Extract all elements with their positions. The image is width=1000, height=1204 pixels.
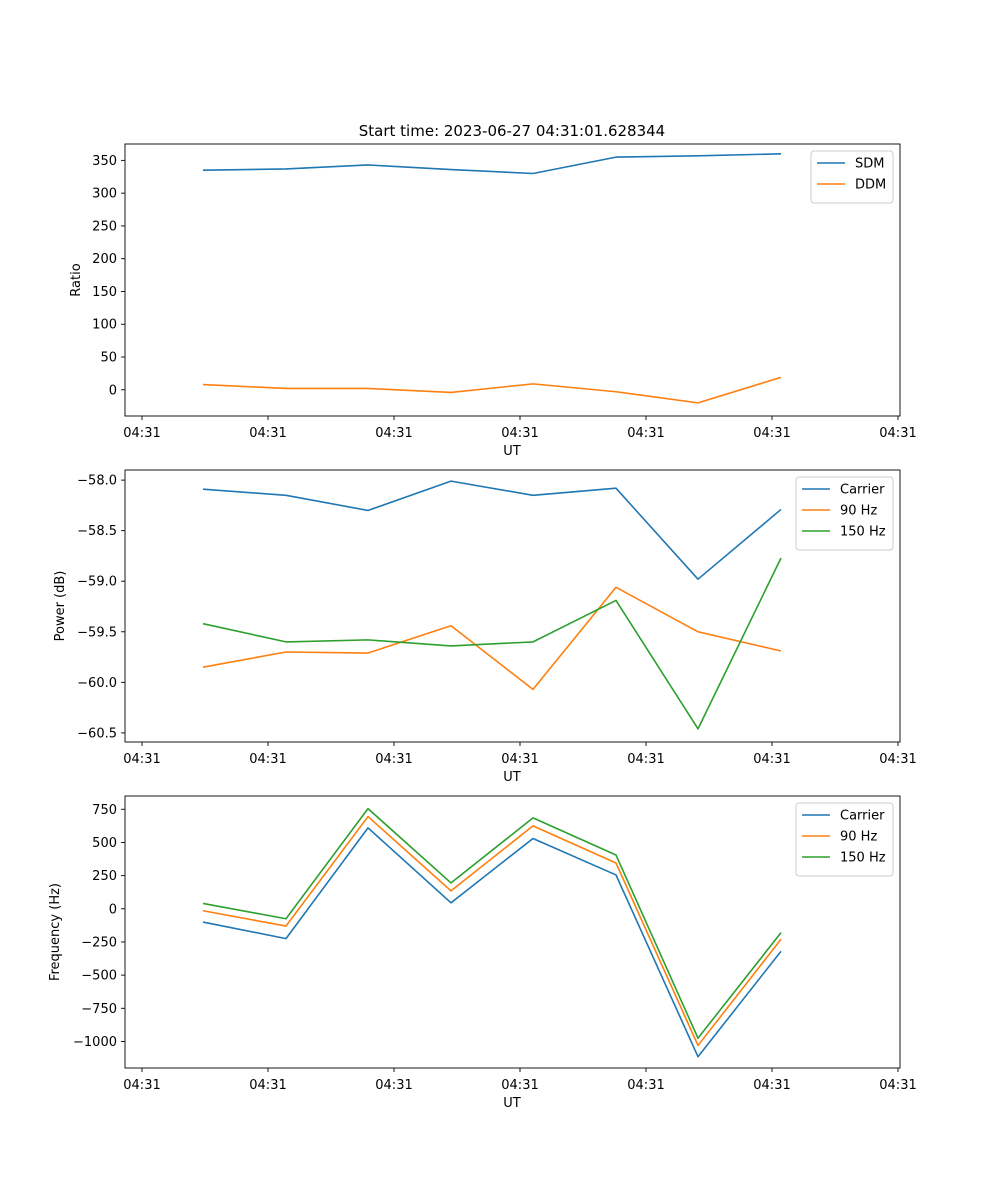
x-tick-label: 04:31	[879, 752, 916, 767]
x-tick-label: 04:31	[627, 752, 664, 767]
panel-1: 0 50 100 150 200 250 300 350 04:31 04:31 04:31 04:3…	[69, 143, 917, 459]
x-tick-label: 04:31	[249, 426, 286, 441]
y-tick-label: 300	[92, 187, 117, 202]
series-line-90-hz	[202, 586, 782, 691]
y-tick-label: 0	[109, 383, 117, 398]
legend: Carrier 90 Hz 150 Hz	[795, 802, 894, 877]
y-tick-label: −58.0	[77, 474, 117, 489]
axes-frame	[124, 795, 901, 1069]
x-tick-label: 04:31	[375, 426, 412, 441]
y-tick-label: −750	[81, 1002, 117, 1017]
x-tick-label: 04:31	[375, 1078, 412, 1093]
x-tick-label: 04:31	[249, 752, 286, 767]
series-line-150-hz	[202, 807, 782, 1039]
y-axis-label: Power (dB)	[53, 571, 68, 642]
x-axis-label: UT	[503, 1096, 521, 1111]
legend-entry-label: SDM	[855, 157, 884, 172]
y-tick-label: 500	[92, 836, 117, 851]
legend-entry-label: DDM	[855, 178, 886, 193]
axes-frame	[124, 469, 901, 743]
legend-entry-label: 150 Hz	[840, 851, 886, 866]
y-tick-label: 750	[92, 803, 117, 818]
panel-3: −1000 −750 −500 −250 0 250 500 750 04:31 04:31 04:…	[48, 795, 917, 1111]
x-tick-label: 04:31	[375, 752, 412, 767]
y-axis-label: Ratio	[69, 263, 84, 296]
x-tick-label: 04:31	[123, 426, 160, 441]
x-tick-label: 04:31	[879, 426, 916, 441]
x-tick-label: 04:31	[753, 752, 790, 767]
y-tick-label: −500	[81, 969, 117, 984]
legend-entry-label: Carrier	[840, 483, 885, 498]
legend-entry-label: 150 Hz	[840, 525, 886, 540]
series-line-90-hz	[202, 815, 782, 1047]
y-tick-label: −250	[81, 935, 117, 950]
x-tick-label: 04:31	[501, 752, 538, 767]
y-tick-label: −60.5	[77, 726, 117, 741]
legend-entry-label: 90 Hz	[840, 830, 877, 845]
y-tick-label: 250	[92, 219, 117, 234]
y-tick-label: −59.0	[77, 575, 117, 590]
x-tick-label: 04:31	[501, 1078, 538, 1093]
y-tick-label: 350	[92, 154, 117, 169]
legend: SDM DDM	[810, 150, 894, 204]
y-tick-label: −58.5	[77, 524, 117, 539]
x-tick-label: 04:31	[879, 1078, 916, 1093]
series-line-150-hz	[202, 557, 782, 730]
y-tick-label: −59.5	[77, 625, 117, 640]
legend-box	[810, 150, 894, 204]
x-tick-label: 04:31	[501, 426, 538, 441]
x-tick-label: 04:31	[123, 1078, 160, 1093]
y-axis-label: Frequency (Hz)	[48, 883, 63, 981]
y-tick-label: 200	[92, 252, 117, 267]
y-tick-label: −1000	[73, 1035, 117, 1050]
x-tick-label: 04:31	[627, 426, 664, 441]
legend-entry-label: Carrier	[840, 809, 885, 824]
y-tick-label: 150	[92, 285, 117, 300]
series-line-sdm	[202, 153, 782, 175]
x-tick-label: 04:31	[249, 1078, 286, 1093]
axes-frame	[124, 143, 901, 417]
series-line-ddm	[202, 376, 782, 404]
series-line-carrier	[202, 827, 782, 1058]
y-tick-label: −60.0	[77, 676, 117, 691]
x-axis-label: UT	[503, 444, 521, 459]
y-tick-label: 250	[92, 869, 117, 884]
x-tick-label: 04:31	[627, 1078, 664, 1093]
legend-entry-label: 90 Hz	[840, 504, 877, 519]
x-tick-label: 04:31	[123, 752, 160, 767]
y-tick-label: 100	[92, 318, 117, 333]
x-tick-label: 04:31	[753, 426, 790, 441]
y-tick-label: 0	[109, 902, 117, 917]
legend: Carrier 90 Hz 150 Hz	[795, 476, 894, 551]
figure-title: Start time: 2023-06-27 04:31:01.628344	[359, 122, 665, 140]
panel-2: −60.5 −60.0 −59.5 −59.0 −58.5 −58.0 04:31 04:31…	[53, 469, 917, 785]
x-axis-label: UT	[503, 770, 521, 785]
x-tick-label: 04:31	[753, 1078, 790, 1093]
series-line-carrier	[202, 480, 782, 581]
y-tick-label: 50	[100, 351, 117, 366]
